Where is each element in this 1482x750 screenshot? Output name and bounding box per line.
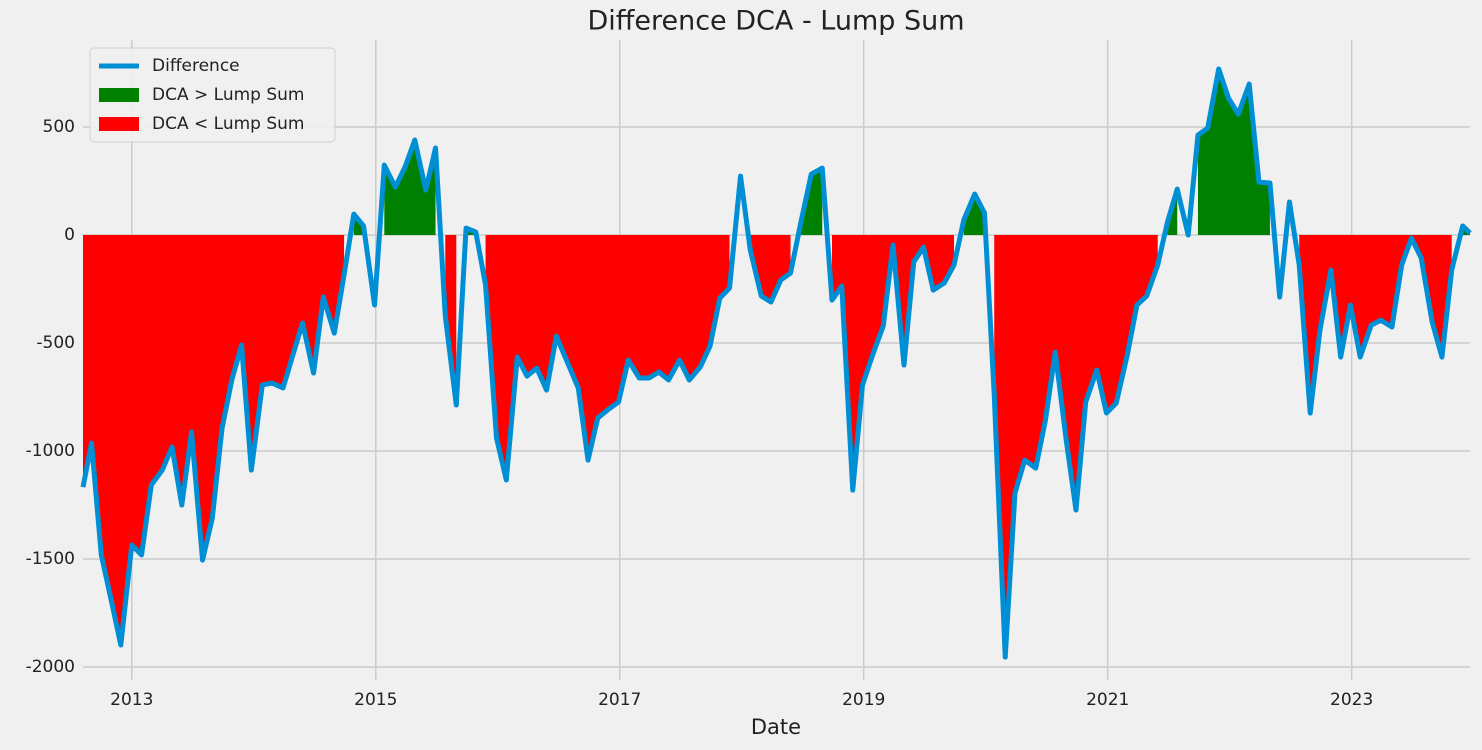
x-tick-label: 2019 [842,690,885,710]
fill-area [485,235,730,480]
y-tick-label: 0 [64,225,75,245]
fill-area [83,235,345,646]
legend-swatch [99,88,139,102]
y-tick-label: -1000 [26,441,75,461]
x-tick-label: 2015 [354,690,397,710]
x-tick-label: 2021 [1086,690,1129,710]
data-line [80,66,1472,660]
legend-swatch [99,117,139,131]
legend-box [89,47,336,143]
x-tick-label: 2023 [1330,690,1373,710]
fill-area [832,235,954,491]
legend-label: Difference [152,56,240,76]
x-axis-label: Date [751,715,801,739]
x-tick-label: 2017 [598,690,641,710]
legend-label: DCA < Lump Sum [152,114,304,134]
y-tick-label: -500 [36,333,75,353]
y-tick-label: 500 [43,117,75,137]
fill-area [800,168,823,236]
x-tick-label: 2013 [110,690,153,710]
legend-label: DCA > Lump Sum [152,85,304,105]
y-tick-label: -1500 [26,549,75,569]
fill-area [1197,68,1270,236]
chart-title: Difference DCA - Lump Sum [587,6,964,37]
fill-area [384,140,436,236]
y-tick-label: -2000 [26,657,75,677]
fill-area [994,235,1158,658]
fill-area [1299,235,1452,414]
